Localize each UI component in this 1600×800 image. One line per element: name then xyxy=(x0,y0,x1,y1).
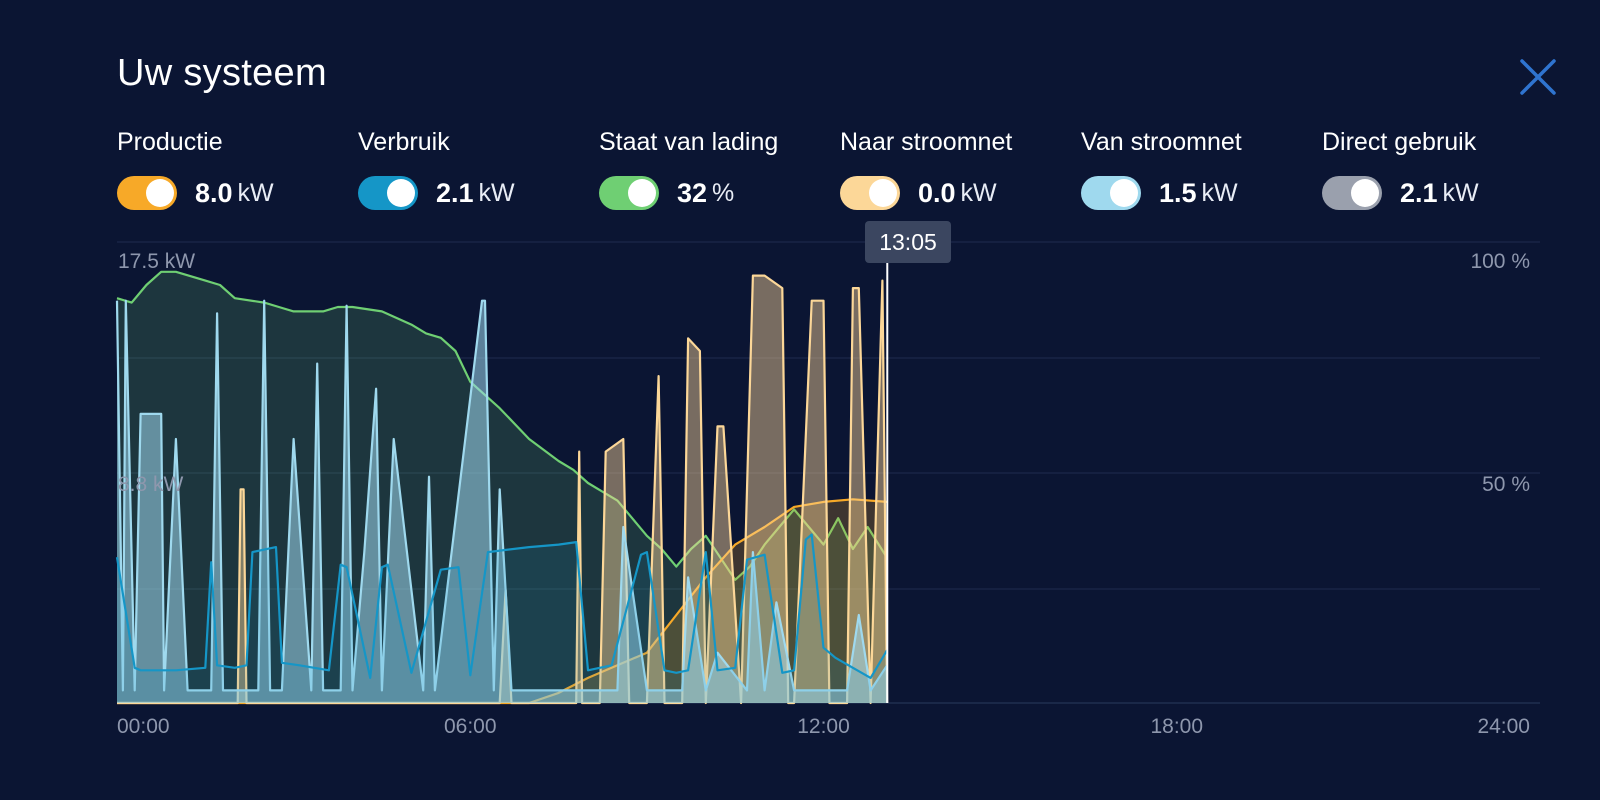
legend-label: Naar stroomnet xyxy=(840,128,1013,156)
close-icon[interactable] xyxy=(1516,55,1560,99)
y-right-tick-label: 50 % xyxy=(1482,473,1530,496)
time-cursor-badge: 13:05 xyxy=(865,221,951,263)
legend-label: Verbruik xyxy=(358,128,450,156)
naar-stroomnet-toggle[interactable] xyxy=(840,176,900,210)
legend-value: 1.5 xyxy=(1159,177,1197,208)
legend: Productie 8.0 kW Verbruik 2.1 kW Staat v… xyxy=(117,128,1577,218)
van-stroomnet-area xyxy=(117,300,888,703)
legend-unit: kW xyxy=(1442,178,1479,207)
legend-unit: % xyxy=(712,178,735,207)
legend-item-naar-stroomnet: Naar stroomnet 0.0 kW xyxy=(840,128,1080,210)
verbruik-toggle[interactable] xyxy=(358,176,418,210)
page-title: Uw systeem xyxy=(117,52,327,94)
verbruik-area xyxy=(117,534,888,703)
staat-van-lading-area xyxy=(117,271,888,703)
legend-item-staat-van-lading: Staat van lading 32 % xyxy=(599,128,839,210)
x-tick-label: 12:00 xyxy=(797,715,850,738)
legend-unit: kW xyxy=(478,178,515,207)
staat-van-lading-toggle[interactable] xyxy=(599,176,659,210)
x-tick-label: 18:00 xyxy=(1150,715,1203,738)
legend-label: Van stroomnet xyxy=(1081,128,1242,156)
legend-item-van-stroomnet: Van stroomnet 1.5 kW xyxy=(1081,128,1321,210)
van-stroomnet-toggle[interactable] xyxy=(1081,176,1141,210)
verbruik-line xyxy=(115,533,889,679)
chart-axis-labels: 00:00 06:00 12:00 18:00 24:00 17.5 kW 8.8 kW 10… xyxy=(117,250,1530,738)
y-left-tick-label: 17.5 kW xyxy=(118,250,195,273)
legend-value: 32 xyxy=(677,177,708,208)
legend-value: 2.1 xyxy=(436,177,474,208)
legend-item-direct-gebruik: Direct gebruik 2.1 kW xyxy=(1322,128,1562,210)
legend-value: 8.0 xyxy=(195,177,233,208)
direct-gebruik-toggle[interactable] xyxy=(1322,176,1382,210)
legend-label: Productie xyxy=(117,128,223,156)
naar-stroomnet-area xyxy=(117,275,888,703)
x-tick-label: 24:00 xyxy=(1477,715,1530,738)
y-right-tick-label: 100 % xyxy=(1470,250,1530,273)
y-left-tick-label: 8.8 kW xyxy=(118,473,184,496)
legend-label: Direct gebruik xyxy=(1322,128,1477,156)
legend-value: 0.0 xyxy=(918,177,956,208)
x-tick-label: 06:00 xyxy=(444,715,497,738)
legend-unit: kW xyxy=(237,178,274,207)
staat-van-lading-line xyxy=(116,270,889,581)
legend-value: 2.1 xyxy=(1400,177,1438,208)
legend-item-verbruik: Verbruik 2.1 kW xyxy=(358,128,598,210)
x-tick-label: 00:00 xyxy=(117,715,170,738)
legend-item-productie: Productie 8.0 kW xyxy=(117,128,357,210)
chart-series xyxy=(115,270,889,705)
legend-label: Staat van lading xyxy=(599,128,779,156)
productie-toggle[interactable] xyxy=(117,176,177,210)
legend-unit: kW xyxy=(1201,178,1238,207)
legend-unit: kW xyxy=(960,178,997,207)
